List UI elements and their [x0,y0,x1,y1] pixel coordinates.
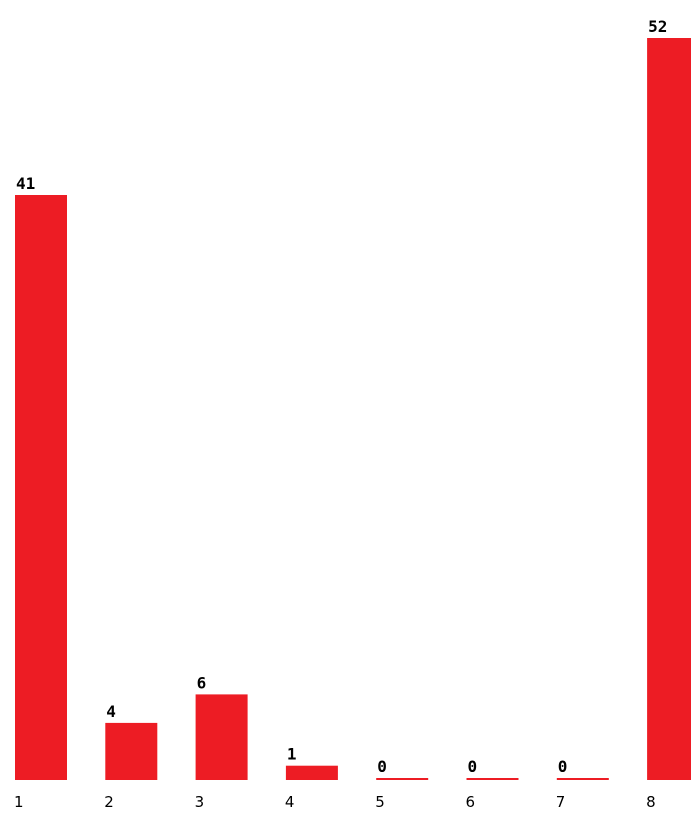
bar-5 [376,778,429,780]
bar-8 [647,38,691,780]
bar-series [15,38,691,780]
bar-value-label-1: 41 [16,174,35,193]
x-tick-label-4: 4 [285,793,295,811]
bar-value-label-7: 0 [558,757,568,776]
x-tick-label-1: 1 [14,793,24,811]
x-tick-label-2: 2 [104,793,114,811]
bar-1 [15,195,67,780]
bar-value-label-8: 52 [648,17,667,36]
bar-value-label-4: 1 [287,745,297,764]
bar-value-label-6: 0 [468,757,478,776]
x-tick-label-3: 3 [195,793,205,811]
bar-value-label-5: 0 [377,757,387,776]
bar-4 [285,765,338,780]
bar-3 [195,694,248,780]
x-tick-label-5: 5 [375,793,385,811]
x-tick-label-8: 8 [646,793,656,811]
bar-value-label-2: 4 [106,702,116,721]
bar-7 [556,778,609,780]
x-tick-label-7: 7 [556,793,566,811]
x-tick-label-6: 6 [466,793,476,811]
x-axis-tick-labels: 1 2 3 4 5 6 7 8 [14,793,656,811]
bar-6 [466,778,519,780]
bar-2 [105,722,158,780]
data-labels: 41 4 6 1 0 0 0 52 [16,17,667,776]
bar-value-label-3: 6 [197,673,207,692]
